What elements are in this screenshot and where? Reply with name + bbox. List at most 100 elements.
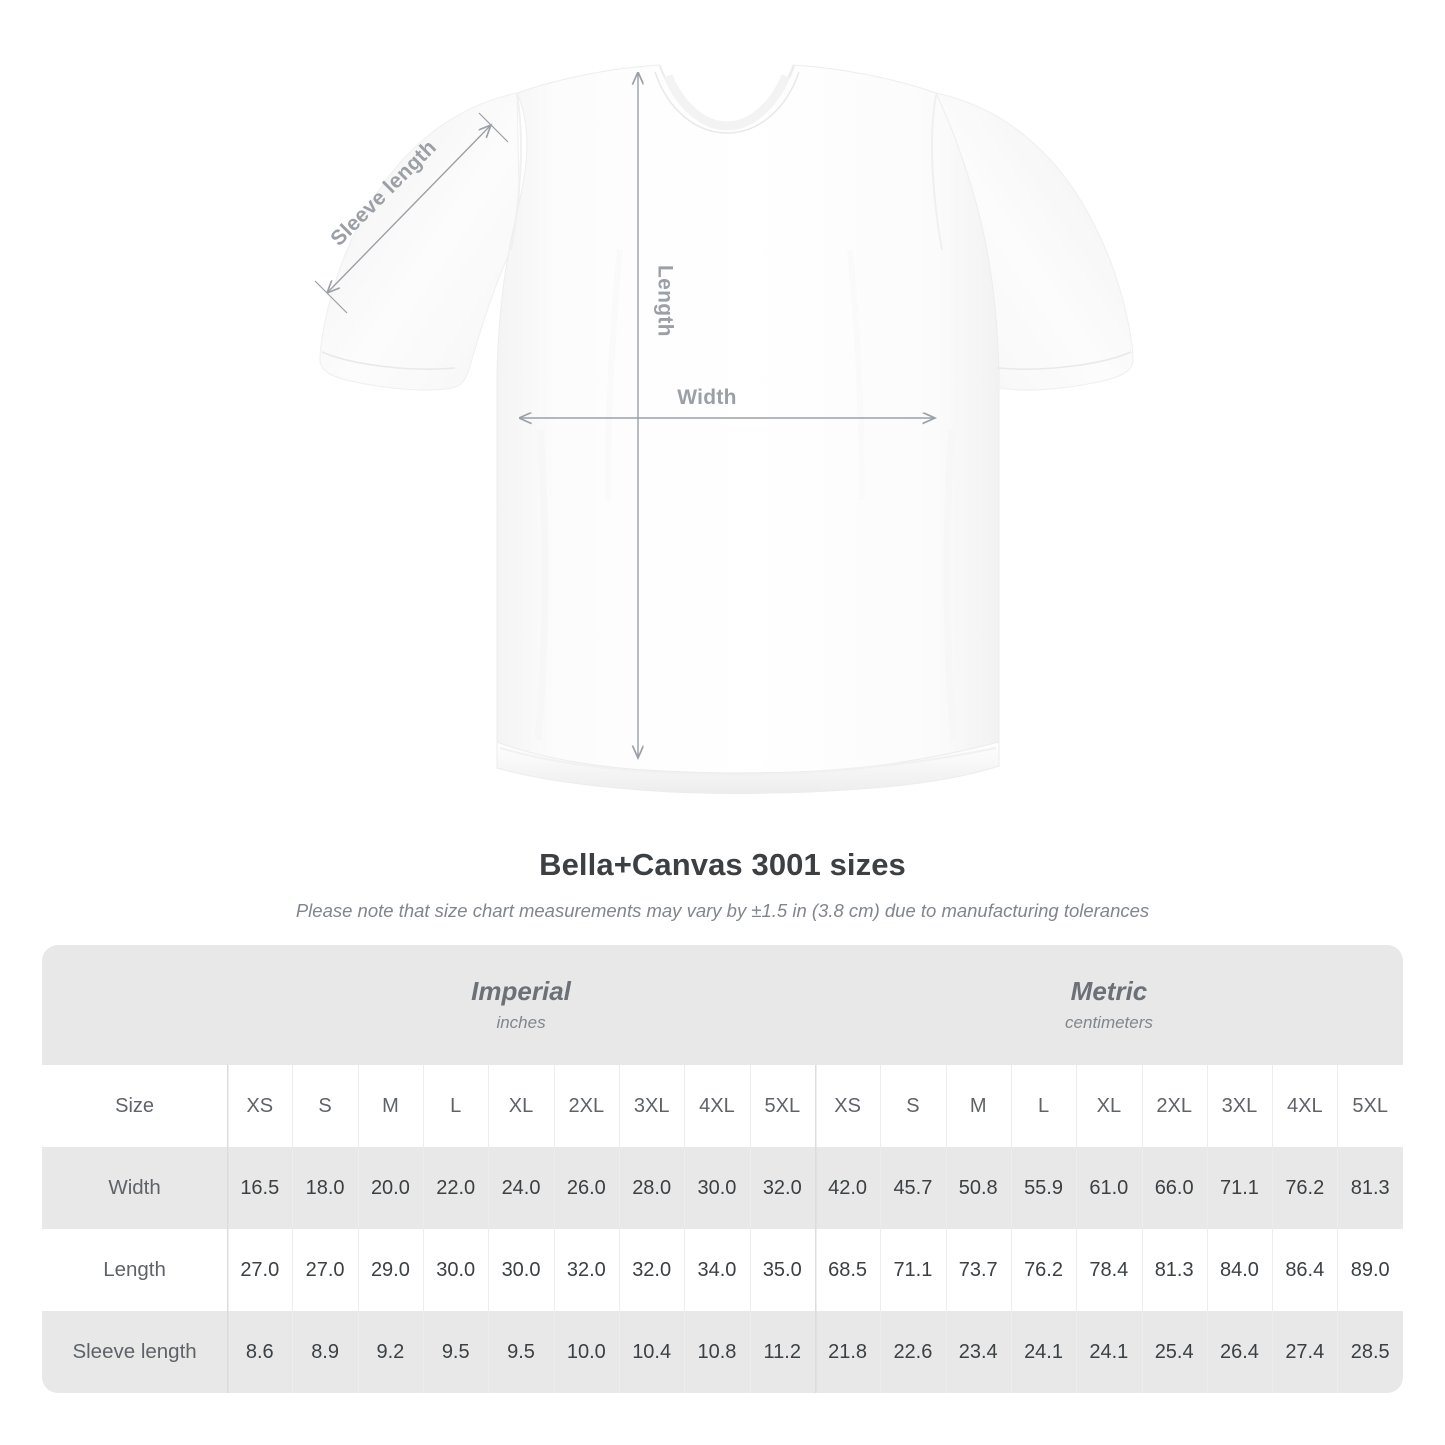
measurement-cell: 73.7 — [945, 1229, 1011, 1311]
size-chart-table: Imperial inches Metric centimeters Size … — [42, 945, 1403, 1393]
table-row: Sleeve length 8.6 8.9 9.2 9.5 9.5 10.0 10.4 10.8… — [42, 1311, 1403, 1393]
measurement-cell: 9.5 — [423, 1311, 489, 1393]
width-dimension: Width — [519, 386, 935, 418]
measurement-cell: 35.0 — [749, 1229, 815, 1311]
measurement-cell: 10.4 — [619, 1311, 685, 1393]
measurement-cell: 18.0 — [292, 1147, 358, 1229]
size-header-cell: S — [880, 1065, 946, 1147]
measurement-cell: 76.2 — [1272, 1147, 1338, 1229]
size-header-cell: XS — [227, 1065, 293, 1147]
measurement-cell: 30.0 — [423, 1229, 489, 1311]
measurement-cell: 9.5 — [488, 1311, 554, 1393]
measurement-cell: 30.0 — [684, 1147, 750, 1229]
measurement-cell: 71.1 — [880, 1229, 946, 1311]
measurement-cell: 42.0 — [814, 1147, 881, 1229]
table-row: Length 27.0 27.0 29.0 30.0 30.0 32.0 32.0 34.0 35… — [42, 1229, 1403, 1311]
width-label: Width — [677, 386, 737, 409]
measurement-cell: 27.0 — [227, 1229, 293, 1311]
unit-band-imperial: Imperial inches — [227, 945, 815, 1065]
measurement-cell: 24.0 — [488, 1147, 554, 1229]
collar-inner — [663, 74, 791, 131]
measurement-cell: 30.0 — [488, 1229, 554, 1311]
measurement-cell: 20.0 — [357, 1147, 424, 1229]
sleeve-tick-start — [314, 280, 348, 314]
measurement-cell: 32.0 — [749, 1147, 815, 1229]
size-header-cell: 3XL — [1206, 1065, 1273, 1147]
measurement-cell: 27.0 — [292, 1229, 358, 1311]
measurement-cell: 81.3 — [1141, 1229, 1207, 1311]
size-header-cell: 3XL — [619, 1065, 685, 1147]
measurement-cell: 34.0 — [684, 1229, 750, 1311]
size-header-row: Size XS S M L XL 2XL 3XL 4XL 5XL XS S M L XL 2XL 3XL 4XL… — [42, 1065, 1403, 1147]
size-header-cell: 5XL — [1337, 1065, 1403, 1147]
measurement-cell: 28.5 — [1337, 1311, 1403, 1393]
tshirt-measurement-diagram: Length Width Sleeve length — [314, 64, 1134, 794]
size-header-cell: XS — [814, 1065, 881, 1147]
size-header-cell: 4XL — [684, 1065, 750, 1147]
size-header-cell: M — [357, 1065, 424, 1147]
measurement-row-label: Length — [42, 1229, 228, 1311]
measurement-cell: 10.8 — [684, 1311, 750, 1393]
right-cuff — [997, 351, 1132, 370]
measurement-row-label: Width — [42, 1147, 228, 1229]
measurement-cell: 68.5 — [814, 1229, 881, 1311]
tolerance-note: Please note that size chart measurements… — [295, 900, 1150, 921]
measurement-cell: 22.0 — [423, 1147, 489, 1229]
measurement-cell: 26.4 — [1206, 1311, 1273, 1393]
size-header-cell: XL — [488, 1065, 554, 1147]
measurement-cell: 61.0 — [1076, 1147, 1142, 1229]
size-header-cell: L — [1010, 1065, 1077, 1147]
measurement-cell: 24.1 — [1010, 1311, 1077, 1393]
measurement-cell: 45.7 — [880, 1147, 946, 1229]
measurement-cell: 21.8 — [814, 1311, 881, 1393]
sleeve-tick-end — [478, 112, 509, 143]
title-block: Bella+Canvas 3001 sizes Please note that… — [0, 845, 1445, 923]
unit-system-name-imperial: Imperial — [471, 976, 571, 1006]
measurement-cell: 29.0 — [357, 1229, 424, 1311]
measurement-cell: 86.4 — [1272, 1229, 1338, 1311]
unit-band-metric: Metric centimeters — [814, 945, 1403, 1065]
measurement-cell: 26.0 — [553, 1147, 619, 1229]
measurement-cell: 55.9 — [1010, 1147, 1077, 1229]
size-header-cell: 2XL — [1141, 1065, 1207, 1147]
measurement-cell: 32.0 — [619, 1229, 685, 1311]
measurement-cell: 25.4 — [1141, 1311, 1207, 1393]
measurement-cell: 8.9 — [292, 1311, 358, 1393]
measurement-cell: 11.2 — [749, 1311, 815, 1393]
table-row: Width 16.5 18.0 20.0 22.0 24.0 26.0 28.0 30.0 32.… — [42, 1147, 1403, 1229]
measurement-cell: 27.4 — [1272, 1311, 1338, 1393]
measurement-cell: 78.4 — [1076, 1229, 1142, 1311]
measurement-cell: 71.1 — [1206, 1147, 1273, 1229]
measurement-cell: 84.0 — [1206, 1229, 1273, 1311]
size-header-cell: 4XL — [1272, 1065, 1338, 1147]
size-header-cell: XL — [1076, 1065, 1142, 1147]
measurement-row-label: Sleeve length — [42, 1311, 228, 1393]
measurement-cell: 24.1 — [1076, 1311, 1142, 1393]
unit-name-metric: centimeters — [1065, 1013, 1153, 1032]
measurement-cell: 66.0 — [1141, 1147, 1207, 1229]
page-title: Bella+Canvas 3001 sizes — [539, 847, 906, 882]
left-cuff — [321, 351, 456, 370]
size-header-cell: 2XL — [553, 1065, 619, 1147]
measurement-cell: 22.6 — [880, 1311, 946, 1393]
measurement-cell: 8.6 — [227, 1311, 293, 1393]
unit-system-name-metric: Metric — [1070, 976, 1148, 1006]
size-header-cell: L — [423, 1065, 489, 1147]
measurement-cell: 89.0 — [1337, 1229, 1403, 1311]
size-header-cell: M — [945, 1065, 1011, 1147]
tshirt-body — [496, 64, 1000, 774]
size-header-label: Size — [42, 1065, 228, 1147]
measurement-cell: 50.8 — [945, 1147, 1011, 1229]
unit-system-band-row: Imperial inches Metric centimeters — [42, 945, 1403, 1065]
size-header-cell: S — [292, 1065, 358, 1147]
measurement-cell: 76.2 — [1010, 1229, 1077, 1311]
measurement-cell: 16.5 — [227, 1147, 293, 1229]
unit-name-imperial: inches — [496, 1013, 546, 1032]
size-header-cell: 5XL — [749, 1065, 815, 1147]
unit-band-spacer — [42, 945, 228, 1065]
measurement-cell: 28.0 — [619, 1147, 685, 1229]
measurement-cell: 32.0 — [553, 1229, 619, 1311]
size-chart-table-container: Imperial inches Metric centimeters Size … — [42, 945, 1403, 1393]
measurement-cell: 9.2 — [357, 1311, 424, 1393]
measurement-cell: 10.0 — [553, 1311, 619, 1393]
